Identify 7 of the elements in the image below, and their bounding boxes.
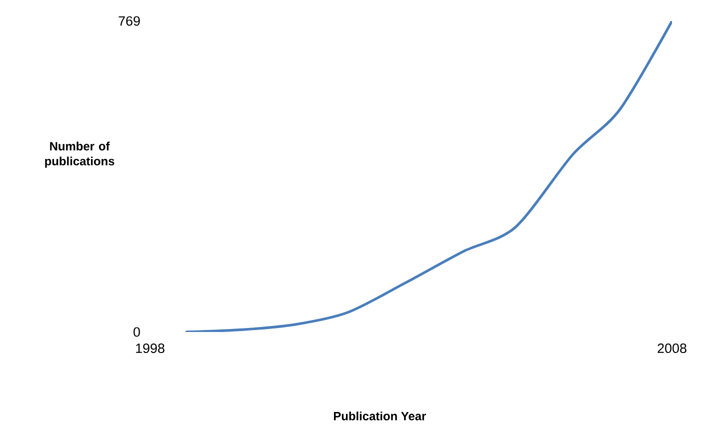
y-tick-label: 0 [134, 327, 140, 337]
x-axis-title: Publication Year [334, 412, 426, 420]
x-tick-label: 2008 [658, 344, 686, 354]
y-tick-label: 769 [118, 16, 140, 26]
line-series [185, 20, 672, 332]
x-tick-label: 1998 [136, 344, 164, 354]
y-axis-title: Number of publications [45, 142, 114, 168]
